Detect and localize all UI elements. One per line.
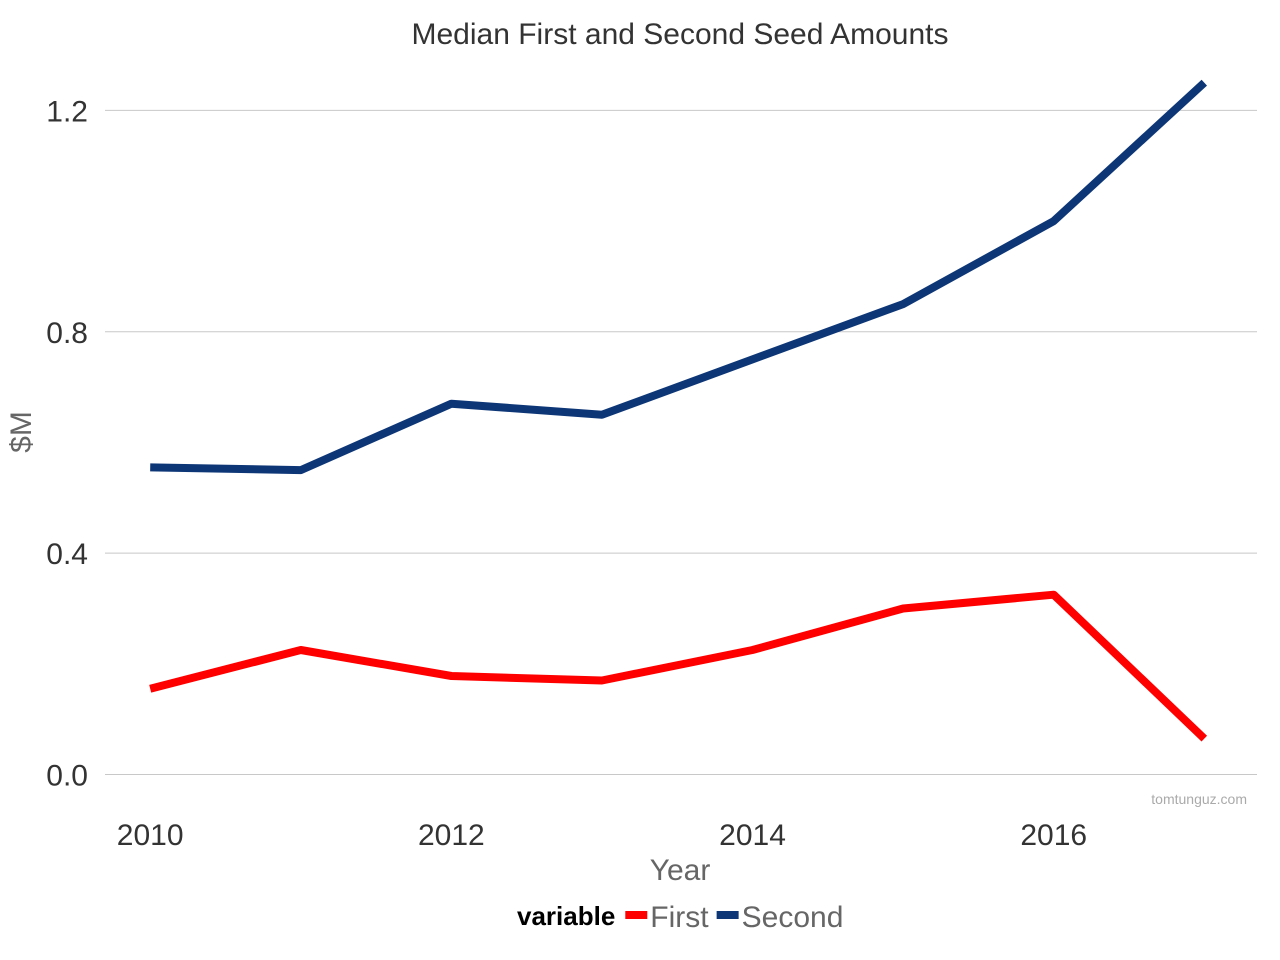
y-tick-label: 0.0 [46,760,88,793]
legend-title: variable [517,901,615,931]
y-tick-label: 0.4 [46,538,88,571]
y-tick-label: 1.2 [46,95,88,128]
legend: variable First Second [517,901,843,934]
series-line-first [149,590,1208,742]
y-axis-label: $M [5,411,38,453]
grid-lines [105,109,1257,776]
x-tick-label: 2016 [1020,819,1087,852]
x-axis-ticks: 2010 2012 2014 2016 [117,819,1087,852]
legend-label-second: Second [742,901,844,934]
legend-label-first: First [650,901,709,934]
y-axis-ticks: 0.0 0.4 0.8 1.2 [46,95,88,792]
x-tick-label: 2010 [117,819,184,852]
watermark: tomtunguz.com [1151,791,1247,807]
x-tick-label: 2014 [719,819,786,852]
series-lines [149,79,1208,742]
x-axis-label: Year [650,854,711,887]
x-tick-label: 2012 [418,819,485,852]
series-line-second [150,79,1208,475]
chart-title: Median First and Second Seed Amounts [412,18,949,51]
y-tick-label: 0.8 [46,317,88,350]
